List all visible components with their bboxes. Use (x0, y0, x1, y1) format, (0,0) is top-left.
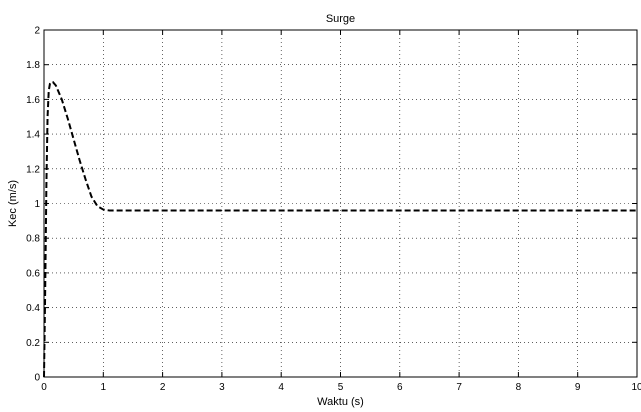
x-tick-label: 8 (516, 382, 522, 393)
x-tick-label: 1 (101, 382, 107, 393)
series-line (43, 81, 637, 378)
y-axis-label: Kec (m/s) (7, 180, 19, 227)
x-tick-label: 7 (456, 382, 462, 393)
x-tick-label: 5 (338, 382, 344, 393)
y-tick-label: 1 (34, 199, 40, 210)
y-tick-label: 1.4 (26, 130, 40, 141)
y-tick-label: 1.6 (26, 95, 40, 106)
y-tick-label: 0.8 (26, 234, 40, 245)
axis-tick-labels: 0 1 2 3 4 5 6 7 8 9 10 0 0.2 0.4 0.6 0.8 1 1.2 1.4 1.6 1.8 2 (26, 26, 641, 394)
series-group (43, 81, 637, 378)
x-tick-label: 10 (631, 382, 641, 393)
y-tick-label: 0.2 (26, 338, 40, 349)
x-axis-label: Waktu (s) (317, 396, 364, 408)
y-tick-label: 0.4 (26, 303, 40, 314)
y-tick-label: 0 (34, 373, 40, 384)
grid-lines (44, 30, 637, 377)
y-tick-label: 1.8 (26, 60, 40, 71)
x-tick-label: 4 (278, 382, 284, 393)
x-tick-label: 0 (41, 382, 47, 393)
x-tick-label: 2 (160, 382, 166, 393)
x-tick-label: 9 (575, 382, 581, 393)
y-tick-label: 1.2 (26, 164, 40, 175)
y-tick-label: 2 (34, 26, 40, 37)
x-tick-label: 3 (219, 382, 225, 393)
x-tick-label: 6 (397, 382, 403, 393)
chart-title: Surge (326, 13, 355, 25)
y-tick-label: 0.6 (26, 268, 40, 279)
